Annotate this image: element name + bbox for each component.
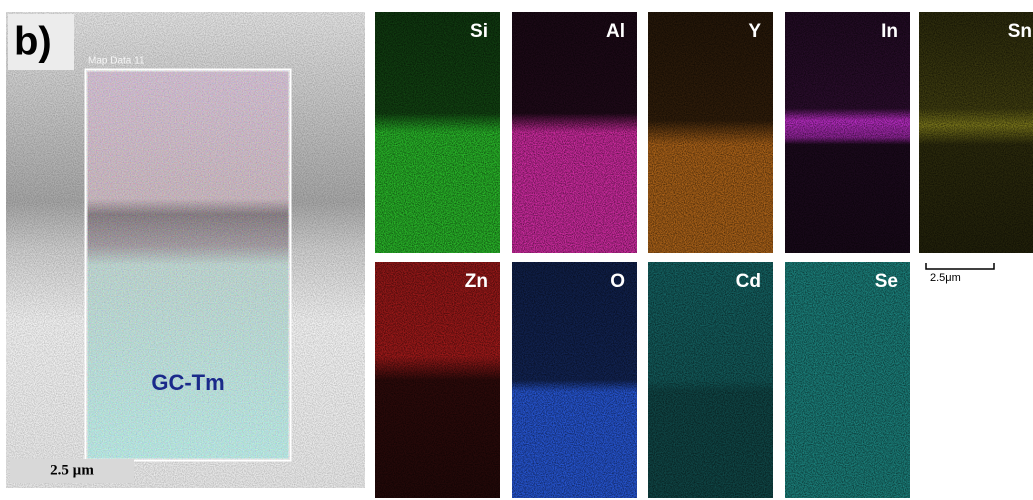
map-label: Al [606,21,625,42]
element-maps: Si Al Y In Sn Zn O Cd Se [375,12,1033,498]
map-label: In [881,21,898,42]
sem-panel: b) Map Data 11 GC-Tm 2.5 µm [6,12,365,488]
map-noise [648,262,773,498]
map-noise [512,262,637,498]
panel-label: b) [14,20,52,64]
overlay-noise [86,70,290,460]
map-scale: 2.5μm [926,263,994,284]
map-noise [785,12,910,253]
map-label: Y [748,21,761,42]
figure: b) Map Data 11 GC-Tm 2.5 µm Si Al Y In Sn Zn O… [0,0,1033,500]
map-label: Sn [1008,21,1032,42]
map-noise [919,12,1033,253]
map-scale-line [926,263,994,269]
map-title: Map Data 11 [88,56,145,67]
map-label: Cd [736,271,761,292]
scale-bar: 2.5 µm [50,462,94,478]
map-label: Se [875,271,898,292]
map-noise [375,12,500,253]
overlay-label: GC-Tm [151,370,224,395]
map-scale-label: 2.5μm [930,272,961,284]
map-label: Si [470,21,488,42]
map-noise [785,262,910,498]
map-noise [375,262,500,498]
map-noise [648,12,773,253]
map-label: Zn [465,271,488,292]
map-noise [512,12,637,253]
map-label: O [610,271,625,292]
